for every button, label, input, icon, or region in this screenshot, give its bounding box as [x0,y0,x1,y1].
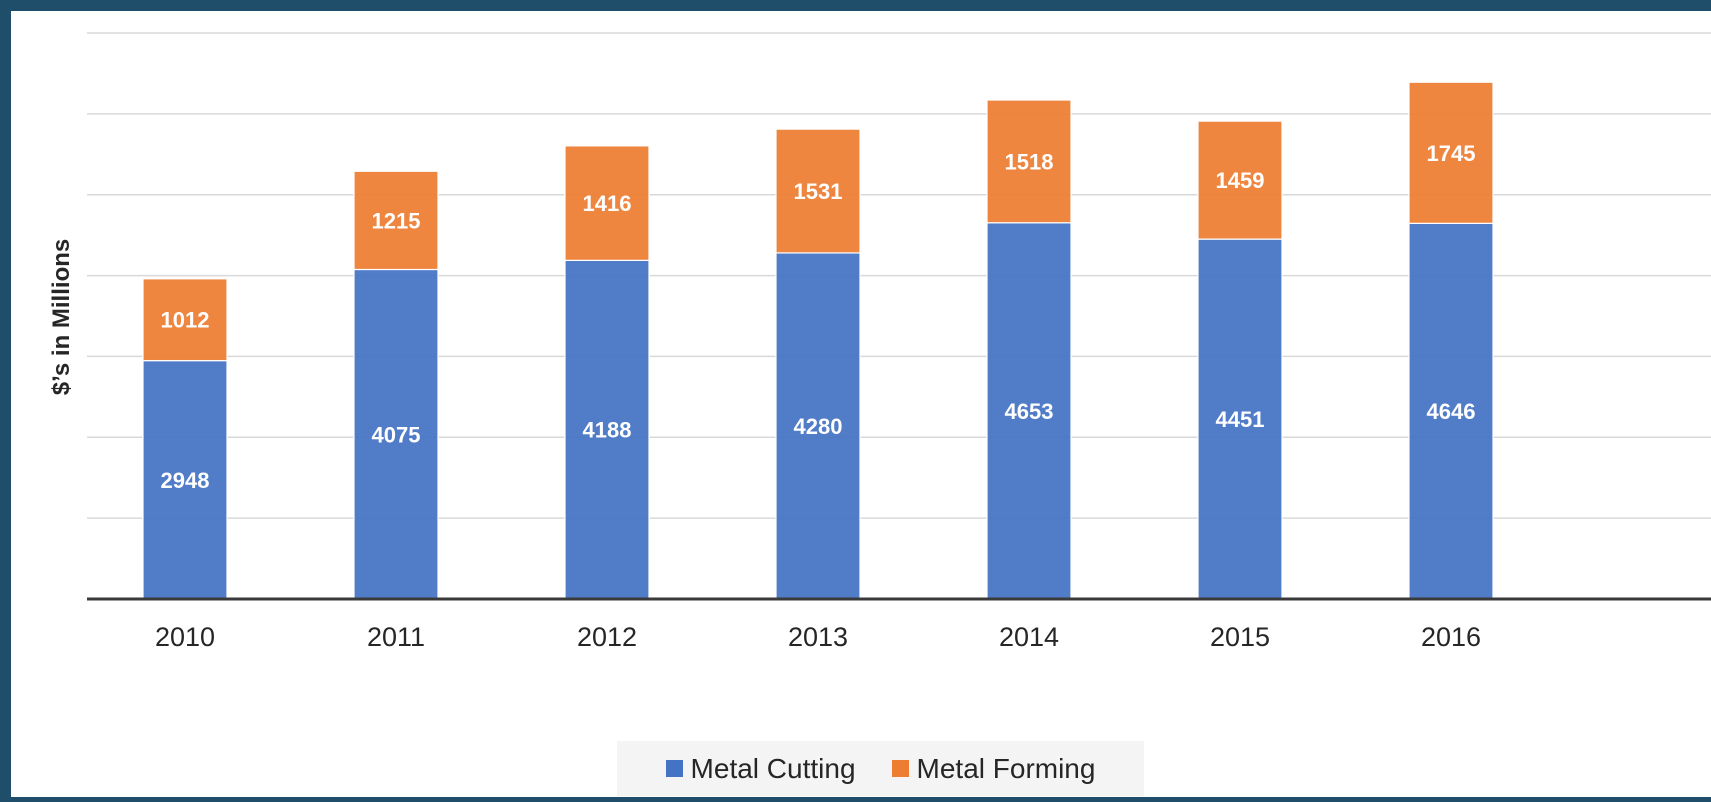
data-label-metal-cutting-2011: 4075 [372,422,421,447]
bar-metal-forming-2010 [142,278,228,362]
bar-metal-cutting-2014 [986,222,1072,600]
bar-metal-cutting-2011 [353,268,439,600]
data-label-metal-cutting-2013: 4280 [794,414,843,439]
data-label-metal-cutting-2012: 4188 [583,418,632,443]
bar-metal-forming-2013 [775,128,861,254]
legend-label-metal-forming: Metal Forming [916,752,1096,784]
x-tick-label-2011: 2011 [367,622,425,652]
data-label-metal-forming-2012: 1416 [583,191,632,216]
x-tick-label-2010: 2010 [155,622,215,652]
x-tick-label-2013: 2013 [788,622,848,652]
data-label-metal-forming-2011: 1215 [372,208,421,233]
bar-metal-cutting-2016 [1408,222,1494,600]
legend-label-metal-cutting: Metal Cutting [690,752,856,784]
x-tick-label-2014: 2014 [999,622,1059,652]
x-tick-label-2015: 2015 [1210,622,1270,652]
x-tick-label-2012: 2012 [577,622,637,652]
data-label-metal-forming-2013: 1531 [794,179,843,204]
data-label-metal-forming-2016: 1745 [1427,141,1476,166]
bar-metal-forming-2016 [1408,81,1494,224]
x-tick-labels: 2010 2011 2012 2013 2014 2015 2016 [155,622,1481,652]
bar-metal-cutting-2012 [564,259,650,600]
data-label-metal-forming-2015: 1459 [1216,168,1265,193]
chart-panel: 2948 1012 4075 1215 4188 1416 4280 1531 4653 1518… [11,11,1711,797]
data-label-metal-forming-2014: 1518 [1005,149,1054,174]
legend-item-metal-forming: Metal Forming [891,752,1096,785]
bar-metal-cutting-2013 [775,252,861,600]
data-labels: 2948 1012 4075 1215 4188 1416 4280 1531 4653 1518… [161,141,1476,493]
bars [142,81,1494,600]
y-axis-label: $’s in Millions [48,239,75,395]
legend-swatch-metal-forming [891,760,909,777]
x-tick-label-2016: 2016 [1421,622,1481,652]
data-label-metal-cutting-2015: 4451 [1216,407,1265,432]
bar-metal-forming-2014 [986,99,1072,224]
data-label-metal-cutting-2016: 4646 [1427,399,1476,424]
bar-metal-forming-2012 [564,145,650,261]
data-label-metal-cutting-2010: 2948 [161,468,210,493]
stacked-bar-chart: 2948 1012 4075 1215 4188 1416 4280 1531 4653 1518… [48,32,1711,652]
data-label-metal-forming-2010: 1012 [161,308,210,333]
bar-metal-forming-2011 [353,170,439,271]
bar-metal-forming-2015 [1197,120,1283,240]
legend-swatch-metal-cutting [665,760,683,777]
legend-item-metal-cutting: Metal Cutting [665,752,856,785]
legend: Metal Cutting Metal Forming [617,741,1144,796]
bar-metal-cutting-2015 [1197,238,1283,600]
data-label-metal-cutting-2014: 4653 [1005,399,1054,424]
